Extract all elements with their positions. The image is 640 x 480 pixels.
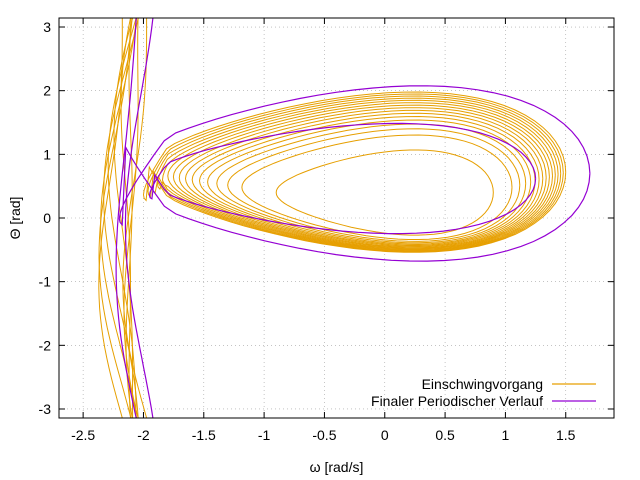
transient-orbit <box>172 104 550 249</box>
y-tick-label: 0 <box>43 210 51 226</box>
y-tick-label: -2 <box>39 337 52 353</box>
transient-orbit <box>207 119 532 245</box>
series-periodic <box>115 18 591 418</box>
legend-label: Finaler Periodischer Verlauf <box>371 393 543 409</box>
periodic-wrap <box>115 18 137 418</box>
periodic-orbit <box>148 122 537 235</box>
x-tick-label: -0.5 <box>312 427 336 443</box>
transient-orbit <box>191 112 540 247</box>
transient-orbit <box>227 128 521 242</box>
y-tick-label: 1 <box>43 146 51 162</box>
transient-wrap <box>100 18 138 418</box>
y-axis-label: Θ [rad] <box>7 197 23 240</box>
y-tick-label: -1 <box>39 274 52 290</box>
x-axis-label: ω [rad/s] <box>310 459 364 475</box>
transient-orbit <box>156 97 559 252</box>
transient-orbit <box>178 107 547 249</box>
x-tick-label: 1 <box>502 427 510 443</box>
transient-wrap <box>113 18 134 418</box>
transient-orbit <box>142 91 567 253</box>
transient-orbit <box>275 149 494 236</box>
transient-orbit <box>147 93 564 253</box>
transient-wrap <box>122 18 148 418</box>
transient-orbit <box>161 99 556 251</box>
x-tick-label: -2.5 <box>71 427 95 443</box>
y-tick-label: -3 <box>39 401 52 417</box>
x-tick-label: 0.5 <box>435 427 455 443</box>
legend-label: Einschwingvorgang <box>422 376 543 392</box>
periodic-orbit <box>118 85 591 262</box>
tick-group: -2.5 -2 -1.5 -1 -0.5 0 0.5 1 1.5 -3 -2 -1 0 1 2 3 <box>39 18 614 443</box>
transient-orbit <box>167 102 553 250</box>
transient-orbit <box>184 109 544 248</box>
series-transient <box>98 18 567 418</box>
x-tick-label: 1.5 <box>556 427 576 443</box>
y-tick-label: 3 <box>43 19 51 35</box>
transient-orbit <box>198 115 536 246</box>
x-tick-label: 0 <box>381 427 389 443</box>
x-tick-label: -1.5 <box>192 427 216 443</box>
periodic-wrap <box>124 18 154 418</box>
plot-area <box>98 18 591 418</box>
x-tick-label: -2 <box>137 427 150 443</box>
transient-orbit <box>241 134 513 240</box>
x-tick-label: -1 <box>258 427 271 443</box>
y-tick-label: 2 <box>43 83 51 99</box>
transient-wrap <box>123 18 139 418</box>
